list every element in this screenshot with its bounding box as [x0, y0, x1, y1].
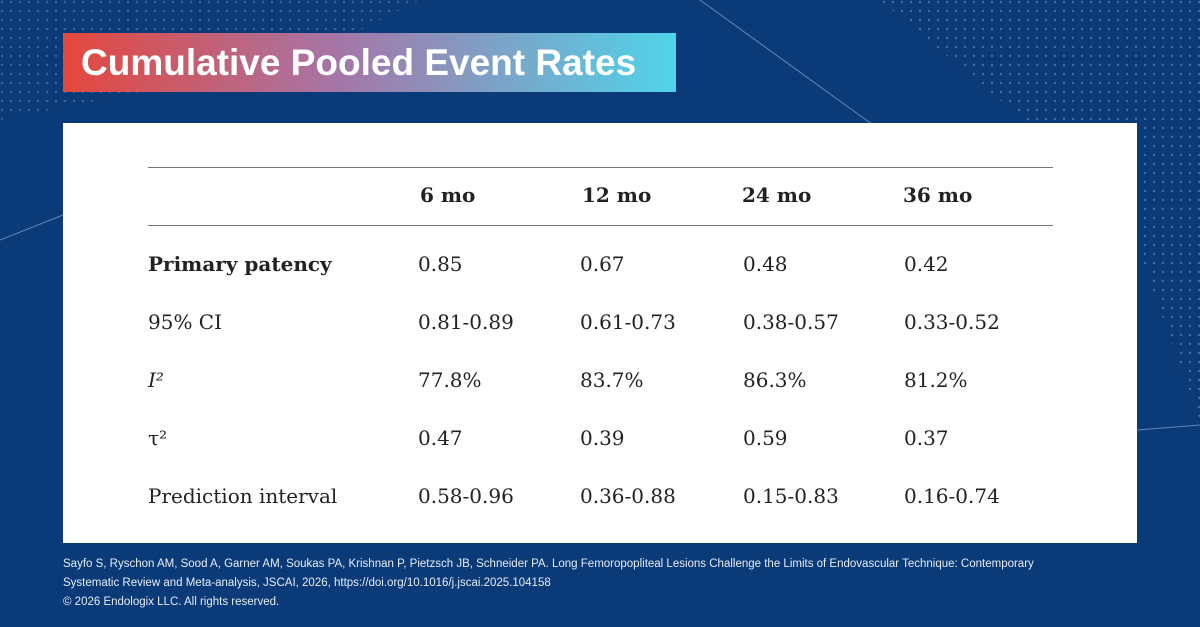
table-cell: 0.85: [418, 252, 463, 276]
table-cell: 0.38-0.57: [743, 310, 839, 334]
table-panel: 6 mo 12 mo 24 mo 36 mo Primary patency 0.85 0.…: [63, 123, 1137, 543]
table-rule: [148, 225, 1053, 226]
column-header: 36 mo: [903, 183, 973, 207]
table-cell: 81.2%: [904, 368, 968, 392]
row-label: Prediction interval: [148, 484, 338, 508]
table-cell: 0.16-0.74: [904, 484, 1000, 508]
table-cell: 0.48: [743, 252, 788, 276]
row-label: τ²: [148, 426, 168, 450]
copyright: © 2026 Endologix LLC. All rights reserve…: [63, 596, 280, 608]
citation: Sayfo S, Ryschon AM, Sood A, Garner AM, …: [63, 558, 1034, 570]
table-cell: 0.81-0.89: [418, 310, 514, 334]
row-label: 95% CI: [148, 310, 223, 334]
row-label: Primary patency: [148, 252, 332, 276]
table-cell: 0.59: [743, 426, 788, 450]
table-cell: 0.67: [580, 252, 625, 276]
table-cell: 0.58-0.96: [418, 484, 514, 508]
column-header: 12 mo: [582, 183, 652, 207]
table-cell: 0.47: [418, 426, 463, 450]
row-label: I²: [148, 368, 164, 392]
table-cell: 0.37: [904, 426, 949, 450]
table-cell: 0.42: [904, 252, 949, 276]
title-banner: Cumulative Pooled Event Rates: [63, 33, 676, 92]
table-cell: 0.39: [580, 426, 625, 450]
column-header: 6 mo: [420, 183, 476, 207]
table-cell: 0.15-0.83: [743, 484, 839, 508]
column-header: 24 mo: [742, 183, 812, 207]
table-cell: 86.3%: [743, 368, 807, 392]
table-cell: 83.7%: [580, 368, 644, 392]
table-rule: [148, 167, 1053, 168]
table-cell: 0.36-0.88: [580, 484, 676, 508]
table-cell: 0.61-0.73: [580, 310, 676, 334]
citation: Systematic Review and Meta-analysis, JSC…: [63, 577, 551, 589]
table-cell: 0.33-0.52: [904, 310, 1000, 334]
table-cell: 77.8%: [418, 368, 482, 392]
